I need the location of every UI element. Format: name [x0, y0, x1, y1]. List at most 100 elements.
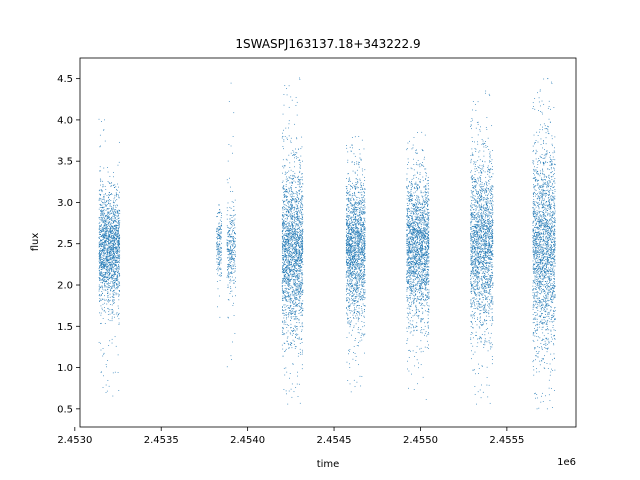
- data-point: [294, 206, 296, 208]
- data-point: [293, 318, 295, 320]
- data-point: [288, 344, 289, 346]
- data-point: [113, 204, 115, 206]
- data-point: [114, 299, 115, 301]
- data-point: [293, 269, 295, 270]
- data-point: [289, 306, 291, 308]
- data-point: [110, 231, 112, 232]
- data-point: [287, 230, 289, 232]
- data-point: [234, 240, 236, 242]
- data-point: [231, 276, 233, 278]
- data-point: [110, 232, 112, 234]
- data-point: [115, 234, 117, 236]
- data-point: [298, 278, 300, 280]
- data-point: [111, 247, 112, 248]
- data-point: [294, 233, 295, 234]
- data-point: [287, 180, 288, 182]
- data-point: [297, 177, 299, 179]
- data-point: [108, 258, 110, 260]
- data-point: [362, 241, 364, 243]
- data-point: [285, 230, 287, 231]
- data-point: [293, 230, 295, 232]
- data-point: [354, 340, 356, 341]
- data-point: [349, 245, 350, 247]
- data-point: [297, 218, 298, 220]
- data-point: [114, 268, 116, 270]
- data-point: [284, 262, 286, 264]
- data-point: [234, 260, 236, 262]
- data-point: [284, 244, 286, 246]
- data-point: [232, 210, 234, 211]
- data-point: [286, 239, 287, 241]
- data-point: [300, 204, 302, 206]
- data-point: [295, 259, 297, 261]
- data-point: [119, 254, 120, 256]
- data-point: [107, 283, 109, 285]
- data-point: [297, 270, 299, 272]
- data-point: [347, 245, 349, 247]
- data-point: [218, 204, 220, 206]
- data-point: [294, 275, 295, 277]
- data-point: [218, 252, 220, 254]
- data-point: [363, 278, 365, 280]
- data-point: [286, 242, 288, 244]
- data-point: [296, 270, 298, 272]
- data-point: [113, 245, 115, 246]
- data-point: [301, 233, 303, 235]
- data-point: [302, 236, 303, 238]
- data-point: [105, 364, 107, 365]
- data-point: [220, 231, 222, 233]
- data-point: [110, 269, 112, 271]
- data-point: [291, 236, 292, 238]
- data-point: [293, 199, 295, 201]
- data-point: [101, 307, 103, 309]
- data-point: [109, 304, 111, 305]
- data-point: [231, 273, 233, 274]
- data-point: [108, 233, 110, 235]
- data-point: [356, 242, 358, 244]
- data-point: [109, 277, 111, 278]
- data-point: [287, 205, 289, 207]
- data-point: [104, 247, 106, 249]
- data-point: [283, 188, 285, 189]
- data-point: [295, 223, 297, 225]
- data-point: [299, 312, 301, 314]
- data-point: [118, 268, 120, 270]
- data-point: [283, 270, 285, 272]
- data-point: [102, 216, 104, 218]
- data-point: [231, 271, 233, 273]
- data-point: [107, 265, 109, 266]
- data-point: [292, 271, 294, 273]
- data-point: [348, 229, 350, 231]
- data-point: [286, 210, 288, 212]
- data-point: [290, 187, 292, 188]
- data-point: [111, 250, 113, 252]
- data-point: [346, 213, 348, 214]
- data-point: [113, 228, 115, 229]
- data-point: [302, 282, 304, 284]
- data-point: [353, 221, 355, 223]
- data-point: [285, 224, 287, 226]
- data-point: [218, 258, 220, 260]
- data-point: [100, 145, 101, 147]
- data-point: [220, 259, 222, 261]
- data-point: [117, 280, 119, 281]
- data-point: [284, 218, 286, 220]
- data-point: [283, 294, 285, 296]
- data-point: [103, 242, 105, 244]
- data-point: [104, 196, 105, 198]
- data-point: [115, 271, 117, 272]
- data-point: [299, 201, 300, 202]
- data-point: [115, 256, 116, 258]
- data-point: [356, 306, 357, 308]
- data-point: [356, 250, 357, 252]
- data-point: [99, 233, 100, 235]
- data-point: [228, 144, 230, 145]
- data-point: [231, 359, 232, 361]
- data-point: [348, 272, 349, 274]
- data-point: [108, 219, 110, 220]
- data-point: [103, 167, 105, 169]
- data-point: [110, 236, 112, 238]
- data-point: [300, 255, 301, 257]
- data-point: [299, 265, 300, 266]
- data-point: [285, 267, 287, 268]
